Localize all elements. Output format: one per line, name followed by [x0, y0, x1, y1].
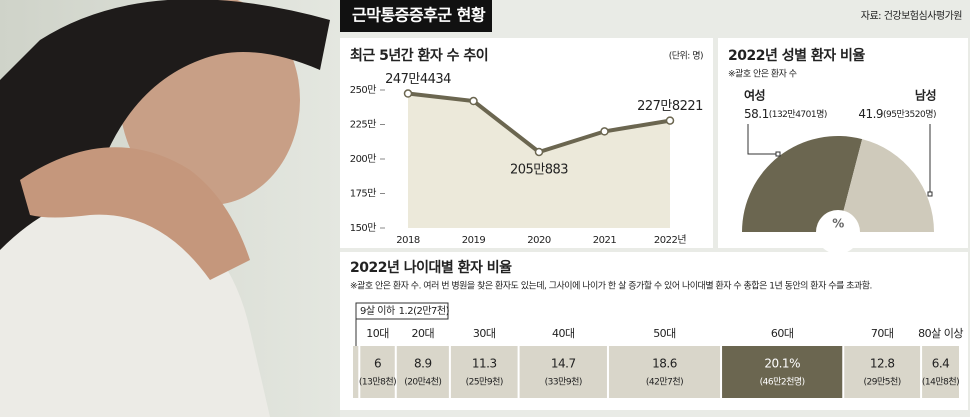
segment — [519, 346, 607, 398]
segment — [844, 346, 921, 398]
value-label: 12.8 — [870, 357, 895, 371]
area — [408, 93, 670, 228]
sublabel: (33만9천) — [545, 377, 582, 388]
value-label: 20.1% — [764, 357, 800, 371]
y-tick-label: 175만 — [350, 188, 377, 200]
y-tick-label: 150만 — [350, 222, 377, 234]
hole — [816, 210, 860, 254]
sublabel: (2만7천) — [413, 305, 450, 317]
category-label: 80살 이상 — [918, 327, 963, 340]
x-tick-label: 2020 — [527, 235, 551, 246]
value: 1.2 — [399, 306, 414, 317]
value-label: 227만8221 — [637, 99, 703, 114]
header-box — [340, 0, 492, 32]
unit: (단위: 명) — [669, 51, 703, 62]
value-label: 58.1(132만4701명) — [744, 107, 827, 121]
category-label: 10대 — [366, 327, 389, 340]
leader-dot — [775, 151, 781, 157]
sublabel: (14만8천) — [922, 377, 959, 388]
center-label: % — [832, 217, 844, 231]
y-tick-label: 200만 — [350, 153, 377, 165]
value: 41.9 — [858, 107, 883, 121]
x-tick-label: 2021 — [593, 235, 617, 246]
segment — [450, 346, 518, 398]
category-label: 70대 — [871, 327, 894, 340]
legend-label: 여성 — [744, 88, 765, 103]
y-tick-label: 225만 — [350, 119, 377, 131]
subtitle: ※괄호 안은 환자 수 — [728, 68, 797, 80]
point — [469, 96, 478, 106]
x-tick-label: 2022년 — [654, 234, 686, 246]
chart-title: 2022년 나이대별 환자 비율 — [350, 259, 512, 276]
category: 9살 이하 — [360, 304, 395, 317]
sublabel: (46만2천명) — [760, 377, 805, 388]
x-tick-label: 2019 — [462, 235, 486, 246]
source: 자료: 건강보험심사평가원 — [861, 10, 963, 22]
x-tick-label: 2018 — [396, 235, 420, 246]
y-tick-label: 250만 — [350, 84, 377, 96]
small-label: 9살 이하 1.2(2만7천) — [360, 304, 450, 317]
value-label: 6 — [374, 357, 381, 371]
subtitle: ※괄호 안은 환자 수. 여러 번 병원을 찾은 환자도 있는데, 그사이에 나… — [350, 280, 872, 292]
pie-slice — [838, 139, 934, 232]
category-label: 60대 — [771, 327, 794, 340]
value-label: 6.4 — [932, 357, 950, 371]
value-label: 247만4434 — [385, 72, 451, 87]
value: 58.1 — [744, 107, 769, 121]
sublabel: (25만9천) — [466, 377, 503, 388]
leader-dot — [927, 191, 933, 197]
chart-title: 2022년 성별 환자 비율 — [728, 47, 865, 64]
sublabel: (29만5천) — [864, 377, 901, 388]
pie-slice — [742, 136, 863, 232]
segment — [353, 346, 359, 398]
segment — [722, 346, 843, 398]
category-label: 40대 — [552, 327, 575, 340]
value-label: 18.6 — [652, 357, 677, 371]
segment — [922, 346, 959, 398]
legend-label: 남성 — [915, 88, 936, 103]
sublabel: (20만4천) — [404, 377, 441, 388]
segment — [608, 346, 721, 398]
value-label: 11.3 — [472, 357, 497, 371]
photo — [0, 0, 340, 417]
chart-title: 최근 5년간 환자 수 추이 — [350, 47, 488, 64]
sublabel: (13만8천) — [359, 377, 396, 388]
sublabel: (132만4701명) — [769, 109, 827, 120]
label-box — [355, 302, 449, 320]
point — [665, 116, 675, 125]
sublabel: (42만7천) — [646, 377, 683, 388]
category-label: 20대 — [412, 327, 435, 340]
value-label: 14.7 — [551, 357, 576, 371]
category-label: 50대 — [653, 327, 676, 340]
segment — [396, 346, 449, 398]
value-label: 205만883 — [510, 162, 568, 177]
category-label: 30대 — [473, 327, 496, 340]
leader — [747, 124, 778, 155]
value-label: 41.9(95만3520명) — [858, 107, 936, 121]
point — [600, 127, 609, 136]
value-label: 8.9 — [414, 357, 432, 371]
point — [403, 89, 413, 98]
header-title: 근막통증증후군 현황 — [352, 6, 486, 25]
segment — [360, 346, 395, 398]
sublabel: (95만3520명) — [883, 109, 936, 120]
point — [534, 147, 544, 157]
